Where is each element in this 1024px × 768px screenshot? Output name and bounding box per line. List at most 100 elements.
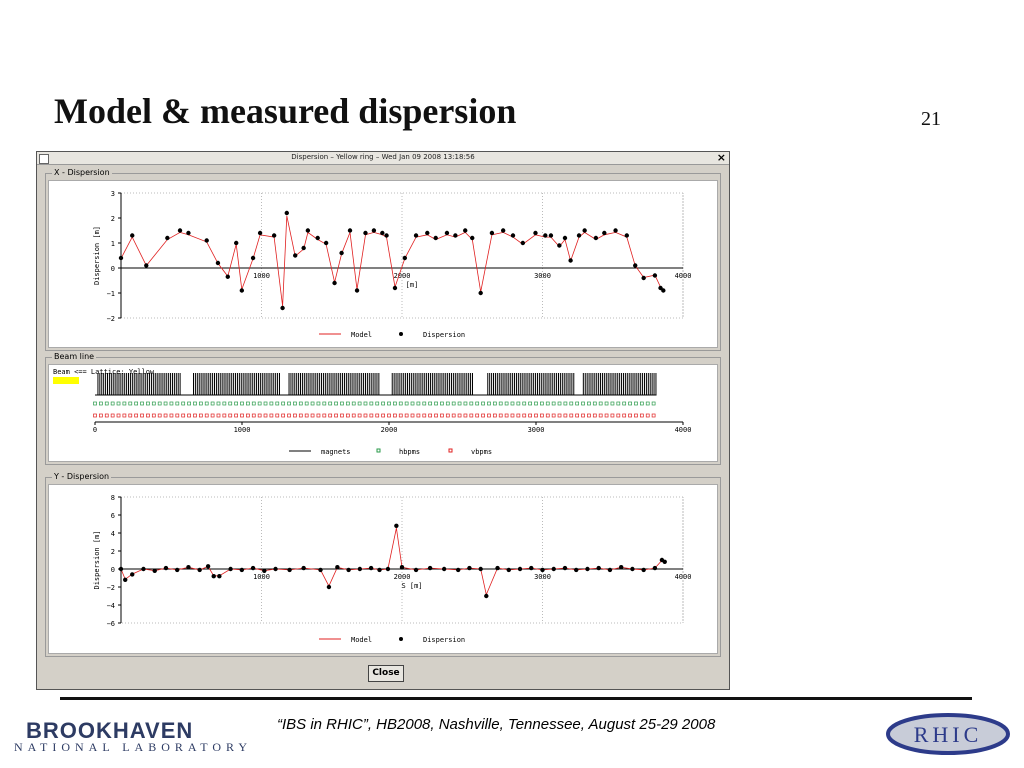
vbpm-marker [528,413,532,418]
dispersion-point [262,568,267,573]
vbpm-marker [263,413,268,418]
hbpm-marker [545,401,550,406]
vbpm-marker [575,413,580,418]
beam-line-chart: Beam <== Lattice: Yellow 0 1000 2000 3000 400… [53,368,692,456]
hbpm-marker [475,401,480,406]
vbpm-marker [210,413,215,418]
hbpm-marker [510,401,515,406]
vbpm-marker [469,413,474,418]
hbpm-marker [492,401,497,406]
dispersion-point [287,567,292,573]
vbpm-marker [581,413,585,418]
beam-x-tick-label: 4000 [675,426,692,434]
close-button[interactable]: Close [368,665,404,682]
vbpm-marker [498,413,503,418]
vbpm-marker [122,413,127,418]
dispersion-point [633,263,638,268]
dispersion-point [165,235,170,241]
hbpm-marker [622,401,627,406]
vbpm-marker [451,413,456,418]
dispersion-point [392,285,398,291]
vbpm-marker [457,413,462,418]
dispersion-point [543,233,548,238]
hbpm-marker [592,401,597,406]
beam-x-tick-label: 1000 [234,426,251,434]
x-tick-label: 4000 [675,272,692,280]
hbpm-marker [445,401,450,406]
hbpm-marker [428,401,433,406]
hbpm-marker [345,401,350,406]
hbpm-marker [381,401,385,406]
dispersion-point [427,565,433,571]
footer-text: “IBS in RHIC”, HB2008, Nashville, Tennes… [277,716,716,733]
dispersion-point [377,567,382,573]
vbpm-marker [163,413,168,418]
dispersion-point [204,238,209,243]
dispersion-point [318,567,323,573]
dispersion-point [141,566,146,572]
hbpm-marker [328,401,333,406]
vbpm-marker [246,413,250,418]
dispersion-point [305,228,311,233]
dispersion-point [500,228,506,233]
vbpm-marker [104,413,109,418]
y-tick-label: −2 [107,315,115,323]
hbpm-marker [363,401,368,406]
y-tick-label: 2 [111,548,115,556]
dispersion-point [533,230,538,236]
vbpm-marker [557,413,562,418]
window-titlebar[interactable]: Dispersion – Yellow ring – Wed Jan 09 20… [37,151,729,165]
legend-vbpms-swatch [448,448,453,453]
x-dispersion-group: X - Dispersion 3 2 1 0 −1 −2 1000 2000 3000 4000 D… [45,168,721,351]
hbpm-marker [281,401,286,406]
hbpm-marker [616,401,621,406]
hbpm-marker [304,401,309,406]
dispersion-point [467,565,472,571]
model-line [120,527,665,596]
hbpm-marker [639,401,644,406]
hbpm-marker [581,401,585,406]
vbpm-marker [534,413,538,418]
hbpm-marker [251,401,256,406]
vbpm-marker [222,413,227,418]
hbpm-marker [504,401,509,406]
dispersion-point [177,228,183,233]
vbpm-marker [293,413,297,418]
dispersion-point [250,565,256,571]
hbpm-marker [434,401,438,406]
dispersion-point [661,288,666,293]
vbpm-marker [628,413,632,418]
dispersion-point [463,228,468,233]
vbpm-marker [475,413,480,418]
y-dispersion-label: Y - Dispersion [52,472,112,481]
vbpm-marker [393,413,397,418]
y-tick-label: 8 [111,494,115,502]
hbpm-marker [534,401,538,406]
x-dispersion-label: X - Dispersion [52,168,112,177]
vbpm-marker [487,413,491,418]
vbpm-marker [416,413,421,418]
hbpm-marker [404,401,409,406]
dispersion-point [652,565,658,571]
vbpm-marker [310,413,315,418]
bnl-logo-bottom: NATIONAL LABORATORY [14,740,253,754]
dispersion-point [641,275,646,281]
vbpm-marker [287,413,291,418]
dispersion-point [357,566,363,572]
x-dispersion-chart: 3 2 1 0 −1 −2 1000 2000 3000 4000 Dispersion [m] [m… [93,190,692,339]
vbpm-marker [146,413,150,418]
slide-number: 21 [921,108,941,130]
dispersion-point [152,568,157,573]
vbpm-marker [128,413,133,418]
vbpm-marker [257,413,262,418]
dispersion-point [130,233,135,238]
dispersion-point [130,572,135,577]
hbpm-marker [416,401,421,406]
close-icon[interactable]: × [716,151,726,164]
dispersion-point [385,566,391,572]
vbpm-marker [610,413,615,418]
dispersion-point [506,567,511,573]
window-menu-icon[interactable] [39,154,49,164]
vbpm-marker [381,413,385,418]
x-tick-label: 3000 [534,272,551,280]
